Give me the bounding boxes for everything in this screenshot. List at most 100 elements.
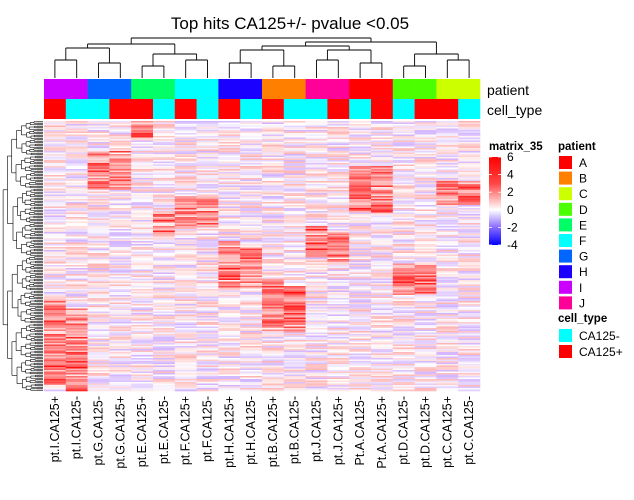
heatmap-cell bbox=[65, 185, 88, 188]
heatmap-cell bbox=[283, 299, 306, 302]
cell-type-annotation-cell bbox=[65, 99, 88, 119]
cell-type-annotation-cell bbox=[305, 99, 328, 119]
heatmap-cell bbox=[44, 280, 67, 282]
heatmap-cell bbox=[174, 182, 197, 185]
heatmap-cell bbox=[44, 214, 67, 216]
heatmap-cell bbox=[131, 296, 154, 299]
heatmap-cell bbox=[349, 200, 372, 203]
heatmap-cell bbox=[131, 214, 154, 216]
heatmap-cell bbox=[458, 358, 481, 360]
heatmap-cell bbox=[458, 377, 481, 380]
heatmap-cell bbox=[131, 145, 154, 147]
heatmap-cell bbox=[65, 169, 88, 171]
heatmap-cell bbox=[262, 220, 285, 222]
heatmap-cell bbox=[87, 139, 110, 141]
heatmap-cell bbox=[131, 272, 154, 275]
heatmap-cell bbox=[218, 308, 241, 311]
heatmap-cell bbox=[371, 226, 394, 228]
heatmap-cell bbox=[44, 361, 67, 363]
heatmap-cell bbox=[65, 289, 88, 291]
heatmap-cell bbox=[305, 319, 328, 321]
heatmap-cell bbox=[283, 224, 306, 227]
heatmap-cell bbox=[153, 389, 176, 392]
heatmap-cell bbox=[174, 148, 197, 150]
heatmap-cell bbox=[327, 286, 350, 288]
heatmap-cell bbox=[371, 331, 394, 333]
heatmap-cell bbox=[218, 250, 241, 252]
heatmap-cell bbox=[44, 277, 67, 279]
heatmap-cell bbox=[65, 182, 88, 185]
heatmap-cell bbox=[44, 239, 67, 242]
heatmap-cell bbox=[414, 241, 437, 243]
heatmap-cell bbox=[240, 122, 263, 125]
heatmap-cell bbox=[305, 163, 328, 165]
heatmap-cell bbox=[371, 320, 394, 323]
heatmap-cell bbox=[371, 176, 394, 179]
heatmap-cell bbox=[327, 158, 350, 161]
heatmap-cell bbox=[196, 146, 219, 149]
heatmap-cell bbox=[436, 145, 459, 147]
heatmap-cell bbox=[283, 365, 306, 368]
heatmap-cell bbox=[349, 305, 372, 308]
heatmap-cell bbox=[174, 262, 197, 264]
heatmap-cell bbox=[392, 289, 415, 291]
patient-legend-label: E bbox=[579, 218, 587, 232]
heatmap-cell bbox=[196, 376, 219, 378]
heatmap-cell bbox=[349, 268, 372, 270]
heatmap-cell bbox=[196, 241, 219, 243]
heatmap-cell bbox=[44, 121, 67, 123]
heatmap-cell bbox=[305, 250, 328, 252]
heatmap-cell bbox=[87, 355, 110, 357]
heatmap-cell bbox=[305, 256, 328, 258]
heatmap-cell bbox=[349, 172, 372, 174]
heatmap-cell bbox=[218, 349, 241, 351]
heatmap-cell bbox=[131, 376, 154, 378]
heatmap-cell bbox=[153, 199, 176, 201]
heatmap-cell bbox=[174, 254, 197, 257]
heatmap-cell bbox=[327, 187, 350, 189]
heatmap-cell bbox=[305, 232, 328, 234]
heatmap-cell bbox=[262, 284, 285, 287]
heatmap-cell bbox=[65, 161, 88, 164]
heatmap-cell bbox=[44, 298, 67, 300]
heatmap-cell bbox=[371, 233, 394, 236]
heatmap-cell bbox=[262, 139, 285, 141]
heatmap-cell bbox=[44, 295, 67, 297]
heatmap-cell bbox=[196, 353, 219, 356]
heatmap-cell bbox=[44, 175, 67, 177]
column-label: pt.H.CA125- bbox=[244, 396, 258, 465]
heatmap-cell bbox=[305, 152, 328, 155]
heatmap-cell bbox=[262, 212, 285, 215]
heatmap-cell bbox=[392, 281, 415, 284]
heatmap-cell bbox=[131, 208, 154, 210]
heatmap-cell bbox=[240, 283, 263, 285]
heatmap-cell bbox=[44, 365, 67, 368]
heatmap-cell bbox=[218, 326, 241, 329]
heatmap-cell bbox=[218, 328, 241, 330]
heatmap-cell bbox=[87, 302, 110, 305]
heatmap-cell bbox=[153, 214, 176, 216]
heatmap-cell bbox=[414, 358, 437, 360]
heatmap-cell bbox=[414, 383, 437, 386]
heatmap-cell bbox=[305, 164, 328, 167]
patient-annotation-cell bbox=[349, 79, 372, 99]
heatmap-cell bbox=[436, 268, 459, 270]
heatmap-cell bbox=[392, 200, 415, 203]
heatmap-cell bbox=[327, 167, 350, 170]
heatmap-cell bbox=[240, 343, 263, 345]
heatmap-cell bbox=[240, 170, 263, 173]
heatmap-cell bbox=[436, 238, 459, 240]
heatmap-cell bbox=[109, 209, 132, 212]
heatmap-cell bbox=[87, 329, 110, 332]
heatmap-cell bbox=[458, 332, 481, 335]
heatmap-cell bbox=[131, 193, 154, 195]
heatmap-cell bbox=[436, 280, 459, 282]
heatmap-cell bbox=[371, 277, 394, 279]
heatmap-cell bbox=[240, 209, 263, 212]
heatmap-cell bbox=[262, 193, 285, 195]
heatmap-cell bbox=[87, 193, 110, 195]
heatmap-cell bbox=[240, 155, 263, 158]
heatmap-cell bbox=[458, 311, 481, 314]
heatmap-cell bbox=[87, 314, 110, 317]
heatmap-cell bbox=[109, 122, 132, 125]
